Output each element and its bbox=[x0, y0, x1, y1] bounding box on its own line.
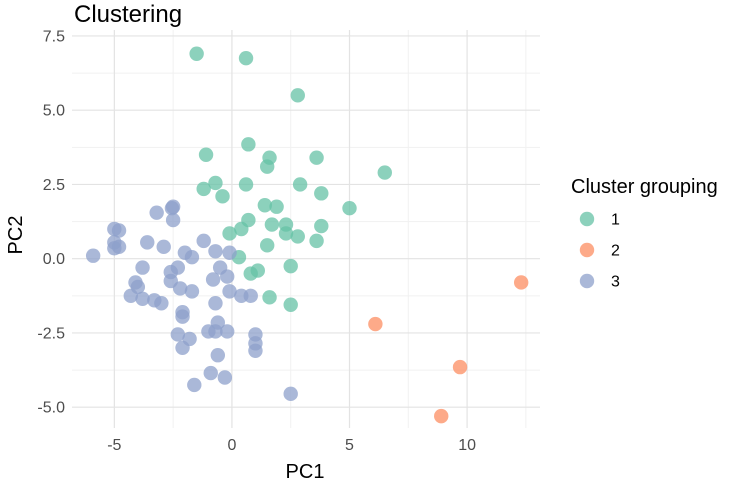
legend-label-cluster-1: 1 bbox=[611, 212, 620, 229]
data-point-cluster-3 bbox=[220, 324, 235, 339]
x-tick-label: 10 bbox=[458, 437, 476, 454]
data-point-cluster-1 bbox=[269, 199, 284, 214]
y-tick-label: -5.0 bbox=[37, 400, 65, 417]
data-point-cluster-3 bbox=[85, 248, 101, 263]
chart-title: Clustering bbox=[74, 1, 182, 28]
y-tick-label: 2.5 bbox=[43, 177, 65, 194]
x-tick-label: 0 bbox=[227, 437, 236, 454]
data-point-cluster-3 bbox=[243, 288, 258, 304]
data-point-cluster-1 bbox=[309, 150, 324, 165]
data-point-cluster-3 bbox=[203, 365, 218, 381]
data-point-cluster-1 bbox=[264, 217, 280, 232]
data-point-cluster-1 bbox=[208, 175, 223, 191]
data-point-cluster-1 bbox=[290, 229, 305, 244]
x-axis-title: PC1 bbox=[286, 461, 325, 483]
y-tick-label: -2.5 bbox=[37, 325, 65, 342]
data-point-cluster-3 bbox=[140, 235, 155, 250]
data-point-cluster-1 bbox=[314, 218, 329, 234]
data-point-cluster-3 bbox=[208, 244, 223, 259]
data-point-cluster-1 bbox=[196, 181, 211, 197]
data-point-cluster-3 bbox=[222, 245, 237, 260]
data-point-cluster-2 bbox=[513, 275, 529, 290]
data-point-cluster-3 bbox=[205, 272, 221, 287]
data-point-cluster-1 bbox=[189, 46, 204, 61]
points-layer bbox=[85, 46, 529, 424]
data-point-cluster-1 bbox=[309, 233, 324, 249]
y-tick-label: 5.0 bbox=[43, 103, 65, 120]
data-point-cluster-1 bbox=[259, 159, 275, 174]
data-point-cluster-1 bbox=[243, 266, 258, 281]
data-point-cluster-2 bbox=[434, 408, 449, 424]
y-axis-title: PC2 bbox=[5, 216, 27, 255]
data-point-cluster-3 bbox=[156, 239, 171, 255]
legend-key-cluster-3 bbox=[579, 273, 595, 289]
data-point-cluster-1 bbox=[262, 290, 277, 305]
data-point-cluster-3 bbox=[175, 340, 190, 356]
data-point-cluster-1 bbox=[259, 238, 275, 253]
y-axis-ticks: -5.0 -2.5 0.0 2.5 5.0 7.5 bbox=[37, 28, 65, 416]
data-point-cluster-1 bbox=[198, 147, 214, 162]
data-point-cluster-1 bbox=[241, 137, 256, 152]
legend-label-cluster-3: 3 bbox=[611, 274, 620, 291]
data-point-cluster-3 bbox=[123, 288, 138, 304]
data-point-cluster-3 bbox=[107, 241, 122, 256]
data-point-cluster-3 bbox=[184, 284, 200, 299]
data-point-cluster-3 bbox=[170, 327, 186, 342]
legend-title: Cluster grouping bbox=[571, 176, 718, 198]
legend-key-cluster-2 bbox=[579, 242, 595, 258]
data-point-cluster-3 bbox=[210, 348, 226, 363]
data-point-cluster-1 bbox=[234, 221, 249, 237]
legend-key-cluster-1 bbox=[579, 211, 595, 227]
data-point-cluster-3 bbox=[208, 296, 223, 311]
data-point-cluster-2 bbox=[452, 359, 468, 375]
data-point-cluster-3 bbox=[149, 205, 164, 220]
data-point-cluster-1 bbox=[377, 165, 392, 180]
data-point-cluster-3 bbox=[184, 250, 200, 265]
data-point-cluster-3 bbox=[217, 370, 233, 385]
data-point-cluster-1 bbox=[257, 198, 273, 213]
data-point-cluster-1 bbox=[238, 177, 254, 192]
data-point-cluster-3 bbox=[220, 269, 235, 284]
data-point-cluster-3 bbox=[208, 324, 223, 339]
legend: Cluster grouping 1 2 3 bbox=[571, 176, 718, 291]
data-point-cluster-3 bbox=[165, 212, 181, 228]
data-point-cluster-3 bbox=[196, 233, 211, 249]
data-point-cluster-1 bbox=[314, 186, 329, 201]
y-tick-label: 0.0 bbox=[43, 251, 65, 268]
y-tick-label: 7.5 bbox=[43, 28, 65, 45]
legend-label-cluster-2: 2 bbox=[611, 243, 620, 260]
data-point-cluster-3 bbox=[222, 284, 237, 299]
data-point-cluster-1 bbox=[290, 88, 305, 103]
data-point-cluster-3 bbox=[164, 201, 180, 216]
x-tick-label: 5 bbox=[345, 437, 354, 454]
data-point-cluster-3 bbox=[154, 296, 169, 311]
data-point-cluster-1 bbox=[283, 297, 298, 312]
data-point-cluster-3 bbox=[283, 386, 298, 402]
data-point-cluster-2 bbox=[368, 316, 383, 332]
data-point-cluster-3 bbox=[172, 281, 188, 296]
data-point-cluster-3 bbox=[187, 377, 202, 393]
x-tick-label: -5 bbox=[107, 437, 121, 454]
data-point-cluster-1 bbox=[283, 258, 298, 274]
data-point-cluster-1 bbox=[278, 226, 294, 241]
data-point-cluster-1 bbox=[215, 189, 230, 204]
data-point-cluster-3 bbox=[248, 343, 263, 358]
data-point-cluster-1 bbox=[222, 226, 237, 241]
x-axis-ticks: -5 0 5 10 bbox=[107, 437, 476, 454]
data-point-cluster-3 bbox=[135, 291, 150, 306]
grid-layer bbox=[72, 30, 540, 428]
data-point-cluster-3 bbox=[135, 260, 150, 275]
data-point-cluster-3 bbox=[175, 309, 190, 324]
data-point-cluster-1 bbox=[238, 51, 254, 66]
data-point-cluster-1 bbox=[342, 201, 357, 216]
data-point-cluster-3 bbox=[111, 223, 127, 238]
data-point-cluster-1 bbox=[292, 177, 308, 192]
